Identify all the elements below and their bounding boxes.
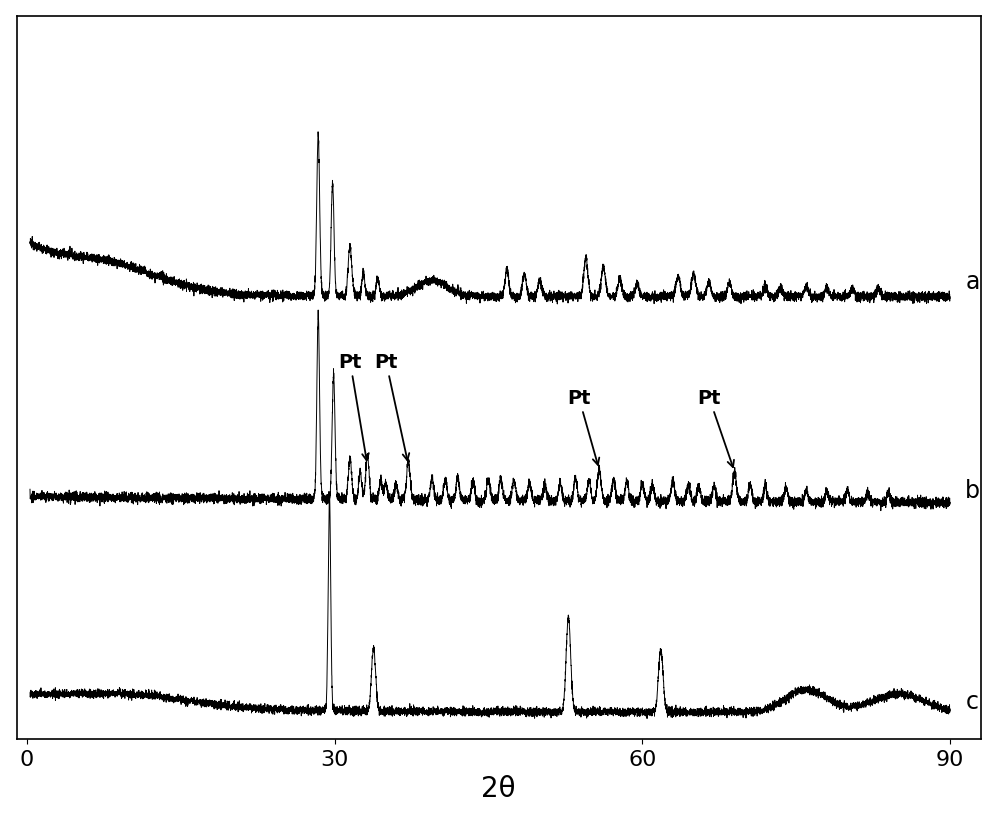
Text: Pt: Pt xyxy=(338,352,369,460)
X-axis label: 2θ: 2θ xyxy=(481,775,516,803)
Text: Pt: Pt xyxy=(374,352,409,461)
Text: Pt: Pt xyxy=(697,388,734,468)
Text: a: a xyxy=(965,269,980,293)
Text: c: c xyxy=(965,689,978,713)
Text: Pt: Pt xyxy=(567,388,599,465)
Text: b: b xyxy=(965,478,980,502)
